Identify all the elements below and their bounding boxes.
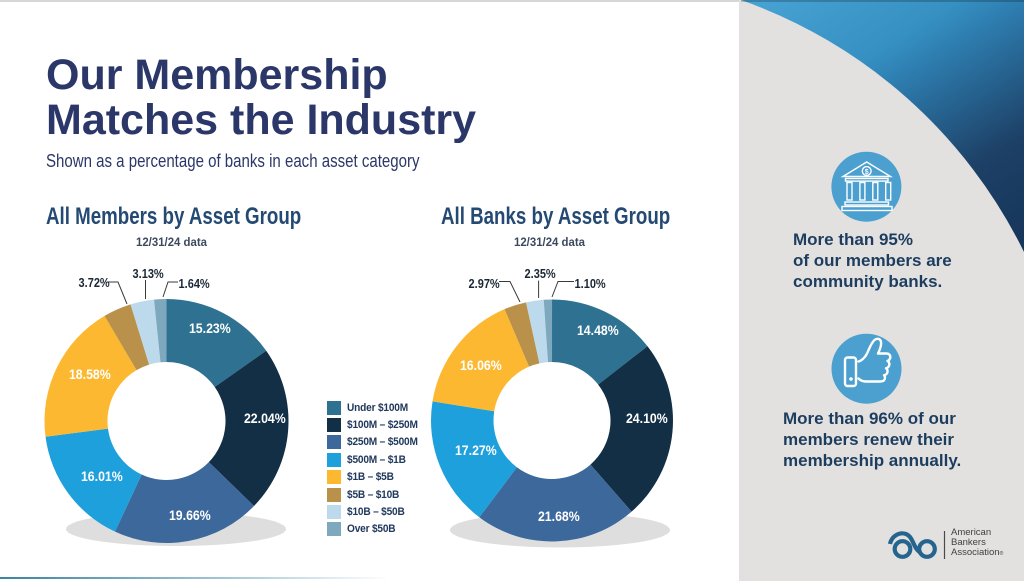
svg-text:$: $ bbox=[865, 169, 869, 176]
